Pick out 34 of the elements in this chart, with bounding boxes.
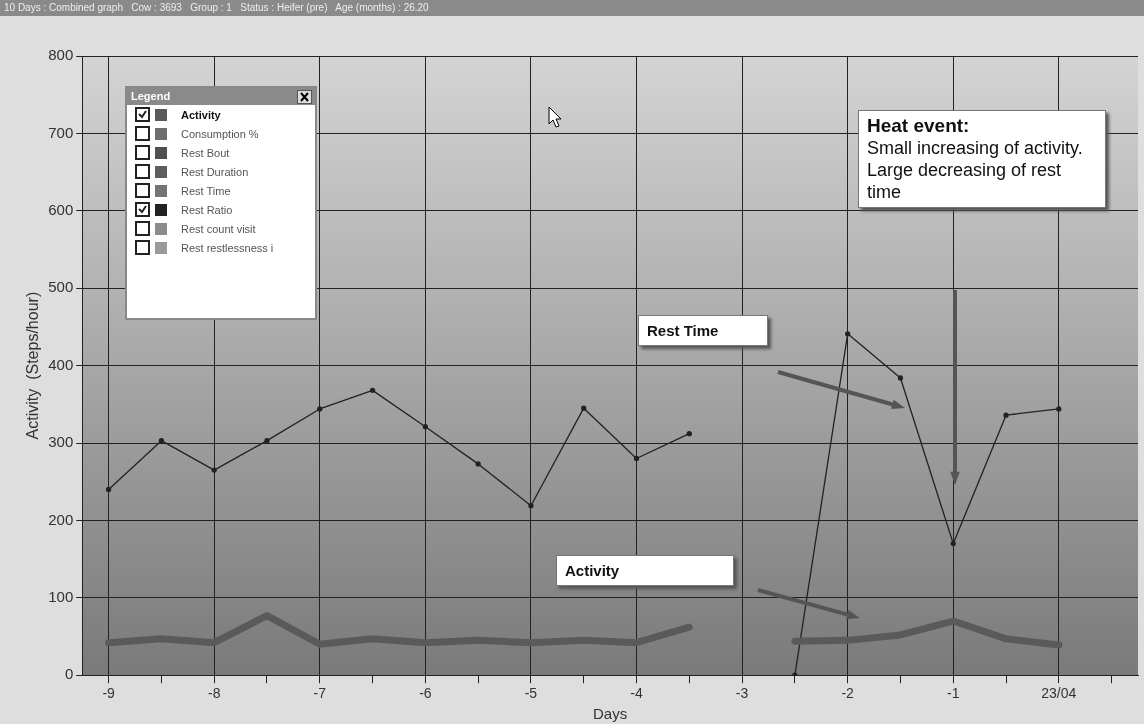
- x-tick-label: -9: [102, 685, 116, 702]
- x-tick-label: -2: [841, 685, 855, 702]
- x-tick-label: -4: [630, 685, 643, 702]
- y-tick-label: 700: [48, 123, 74, 141]
- legend-label: Rest Ratio: [181, 203, 233, 216]
- legend-label: Rest Duration: [181, 165, 249, 178]
- x-tick-label: -5: [524, 685, 538, 702]
- x-tick-label: -6: [419, 685, 432, 702]
- chart-title: 10 Days : Combined graph Cow : 3693 Group : 1 Status : Heifer (pre) Age (months) : 26.20: [0, 0, 1144, 16]
- callout-box: Rest Time: [638, 315, 768, 346]
- y-tick-label: 800: [48, 46, 74, 64]
- y-tick-label: 400: [48, 355, 74, 373]
- x-tick-label: -7: [313, 685, 327, 702]
- y-tick-label: 200: [48, 510, 74, 528]
- y-tick-label: 100: [48, 587, 74, 605]
- legend-label: Rest restlessness i: [181, 241, 274, 254]
- callout-box: Heat event: Small increasing of activity. Large decreasing of rest time: [858, 110, 1106, 208]
- y-tick-label: 0: [64, 665, 74, 683]
- legend-label: Consumption %: [181, 127, 259, 140]
- y-tick-label: 600: [48, 200, 74, 218]
- x-tick-label: -1: [947, 685, 960, 702]
- callout-box: Activity: [556, 555, 734, 586]
- window-header: Legend: [127, 88, 315, 105]
- x-tick-label: -3: [735, 685, 749, 702]
- y-tick-label: 500: [48, 278, 74, 296]
- legend-label: Rest count visit: [181, 222, 256, 235]
- legend-label: Rest Time: [181, 184, 231, 197]
- x-tick-label: 23/04: [1041, 685, 1077, 702]
- legend-label: Rest Bout: [181, 146, 230, 159]
- y-axis-title: Activity (Steps/hour): [24, 291, 42, 440]
- legend-label: Activity: [181, 108, 221, 121]
- x-axis-title: Days: [593, 705, 628, 723]
- x-tick-label: -8: [207, 685, 221, 702]
- y-tick-label: 300: [48, 433, 74, 451]
